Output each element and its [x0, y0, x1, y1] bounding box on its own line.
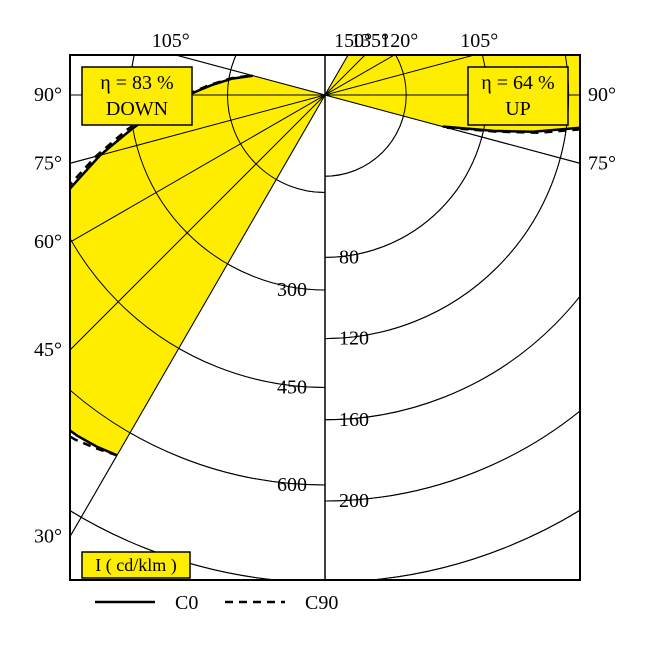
- angle-label-left: 30°: [34, 526, 62, 548]
- radius-label-right: 200: [339, 490, 369, 512]
- legend-label-c0: C0: [175, 592, 198, 614]
- radius-label-right: 160: [339, 409, 369, 431]
- up-box-text: η = 64 %: [481, 72, 554, 94]
- radius-label-left: 300: [277, 279, 307, 301]
- angle-label-left: 75°: [34, 152, 62, 174]
- down-box-text: η = 83 %: [100, 72, 173, 94]
- down-box-text: DOWN: [106, 98, 168, 120]
- angle-label-left: 60°: [34, 231, 62, 253]
- angle-label-left: 45°: [34, 339, 62, 361]
- radius-label-right: 80: [339, 246, 359, 268]
- up-box-text: UP: [505, 98, 531, 120]
- angle-label-left: 105°: [152, 30, 190, 52]
- angle-label-right: 75°: [588, 152, 616, 174]
- legend-label-c90: C90: [305, 592, 338, 614]
- angle-label-right: 150°: [334, 30, 372, 52]
- grid-spoke-top: [325, 95, 650, 347]
- unit-box-text: I ( cd/klm ): [95, 555, 176, 576]
- angle-label-left: 90°: [34, 84, 62, 106]
- angle-label-right: 105°: [460, 30, 498, 52]
- grid-spoke-right: [325, 95, 650, 347]
- radius-label-left: 600: [277, 474, 307, 496]
- radius-label-left: 450: [277, 377, 307, 399]
- angle-label-right: 90°: [588, 84, 616, 106]
- radius-label-right: 120: [339, 328, 369, 350]
